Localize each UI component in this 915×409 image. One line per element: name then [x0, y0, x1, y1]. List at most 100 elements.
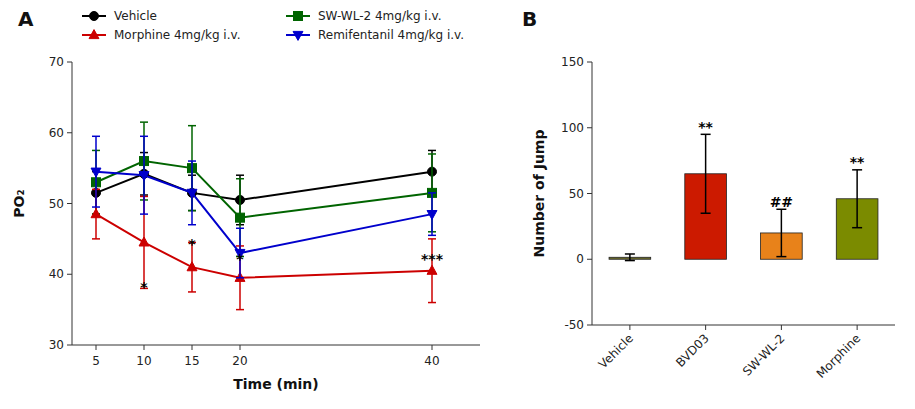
point [427, 265, 437, 274]
series-line [96, 172, 432, 200]
legend-label: Vehicle [114, 9, 157, 23]
error-cap [428, 238, 436, 240]
annotation: * [236, 251, 244, 267]
error-bar [140, 136, 148, 214]
error-cap [236, 277, 244, 279]
x-tick [629, 325, 630, 330]
error-bar [701, 134, 711, 213]
y-tick-label: 150 [561, 55, 584, 69]
y-tick-label: 0 [576, 252, 584, 266]
y-tick [587, 325, 592, 326]
x-tick [781, 325, 782, 330]
error-cap [92, 238, 100, 240]
legend-marker [89, 30, 99, 39]
series [91, 189, 437, 309]
error-cap [188, 224, 196, 226]
x-axis-line [72, 345, 480, 346]
series-line [96, 161, 432, 218]
error-cap [625, 253, 635, 255]
error-bar [428, 193, 436, 235]
annotation: ** [850, 154, 865, 170]
error-bar [188, 161, 196, 225]
error-cap [140, 121, 148, 123]
error-cap [188, 291, 196, 293]
legend-item: Morphine 4mg/kg i.v. [82, 28, 241, 42]
point [91, 168, 101, 177]
x-tick [96, 345, 97, 350]
y-tick-label: 50 [49, 197, 64, 211]
x-tick-label: Morphine [814, 331, 864, 381]
annotation: ** [698, 119, 713, 135]
x-tick-label: 10 [136, 354, 151, 368]
error-bar [625, 254, 635, 261]
point [139, 237, 149, 246]
chart: A3040506070PO₂510152040Time (min)******V… [0, 0, 915, 409]
panel-bar: B-50050100150Number of JumpVehicleBVD03S… [522, 7, 895, 381]
x-tick-label: 5 [92, 354, 100, 368]
legend-marker [90, 12, 99, 21]
x-tick [192, 345, 193, 350]
point [236, 213, 245, 222]
legend: Vehicle SW-WL-2 4mg/kg i.v. Morphine 4mg/k… [82, 9, 464, 42]
x-axis-label: Time (min) [233, 376, 318, 392]
y-tick [587, 62, 592, 63]
y-tick [67, 274, 72, 275]
error-cap [428, 192, 436, 194]
error-cap [236, 309, 244, 311]
error-cap [140, 213, 148, 215]
error-cap [188, 160, 196, 162]
y-tick [67, 345, 72, 346]
x-tick [240, 345, 241, 350]
x-axis-line [592, 325, 895, 326]
y-tick [587, 127, 592, 128]
error-cap [428, 150, 436, 152]
error-bar [236, 246, 244, 310]
legend-item: Vehicle [82, 9, 157, 23]
error-cap [428, 192, 436, 194]
y-tick [587, 193, 592, 194]
y-axis-label: Number of Jump [531, 130, 547, 258]
error-stem [856, 170, 858, 228]
point [187, 262, 197, 271]
x-tick-label: 20 [232, 354, 247, 368]
x-tick-label: 40 [424, 354, 439, 368]
error-cap [236, 174, 244, 176]
annotation: ## [770, 194, 793, 210]
error-cap [188, 125, 196, 127]
error-cap [140, 136, 148, 138]
y-tick-label: 50 [569, 187, 584, 201]
legend-marker [294, 12, 303, 21]
error-bar [92, 136, 100, 207]
y-tick [67, 132, 72, 133]
legend-item: Remifentanil 4mg/kg i.v. [286, 28, 464, 42]
panel-title: A [18, 7, 34, 31]
x-tick [857, 325, 858, 330]
error-bar [852, 170, 862, 228]
error-stem [629, 254, 631, 261]
x-tick-label: Vehicle [596, 331, 636, 371]
y-tick [67, 62, 72, 63]
error-cap [625, 260, 635, 262]
panel-title: B [522, 7, 537, 31]
annotation: * [188, 236, 196, 252]
x-tick-label: 15 [184, 354, 199, 368]
marks [609, 134, 878, 260]
legend-marker [293, 31, 303, 40]
series [91, 136, 437, 278]
error-stem [781, 209, 783, 256]
error-cap [428, 235, 436, 237]
error-cap [428, 153, 436, 155]
x-tick [432, 345, 433, 350]
error-bar [776, 209, 786, 256]
marks [91, 122, 437, 309]
y-tick-label: 30 [49, 338, 64, 352]
error-cap [236, 178, 244, 180]
error-cap [428, 302, 436, 304]
legend-label: SW-WL-2 4mg/kg i.v. [318, 9, 441, 23]
x-tick-label: BVD03 [673, 331, 712, 370]
panel-line: A3040506070PO₂510152040Time (min)******V… [11, 7, 480, 392]
y-tick-label: 60 [49, 126, 64, 140]
point [427, 211, 437, 220]
y-tick-label: 40 [49, 267, 64, 281]
legend-item: SW-WL-2 4mg/kg i.v. [286, 9, 441, 23]
